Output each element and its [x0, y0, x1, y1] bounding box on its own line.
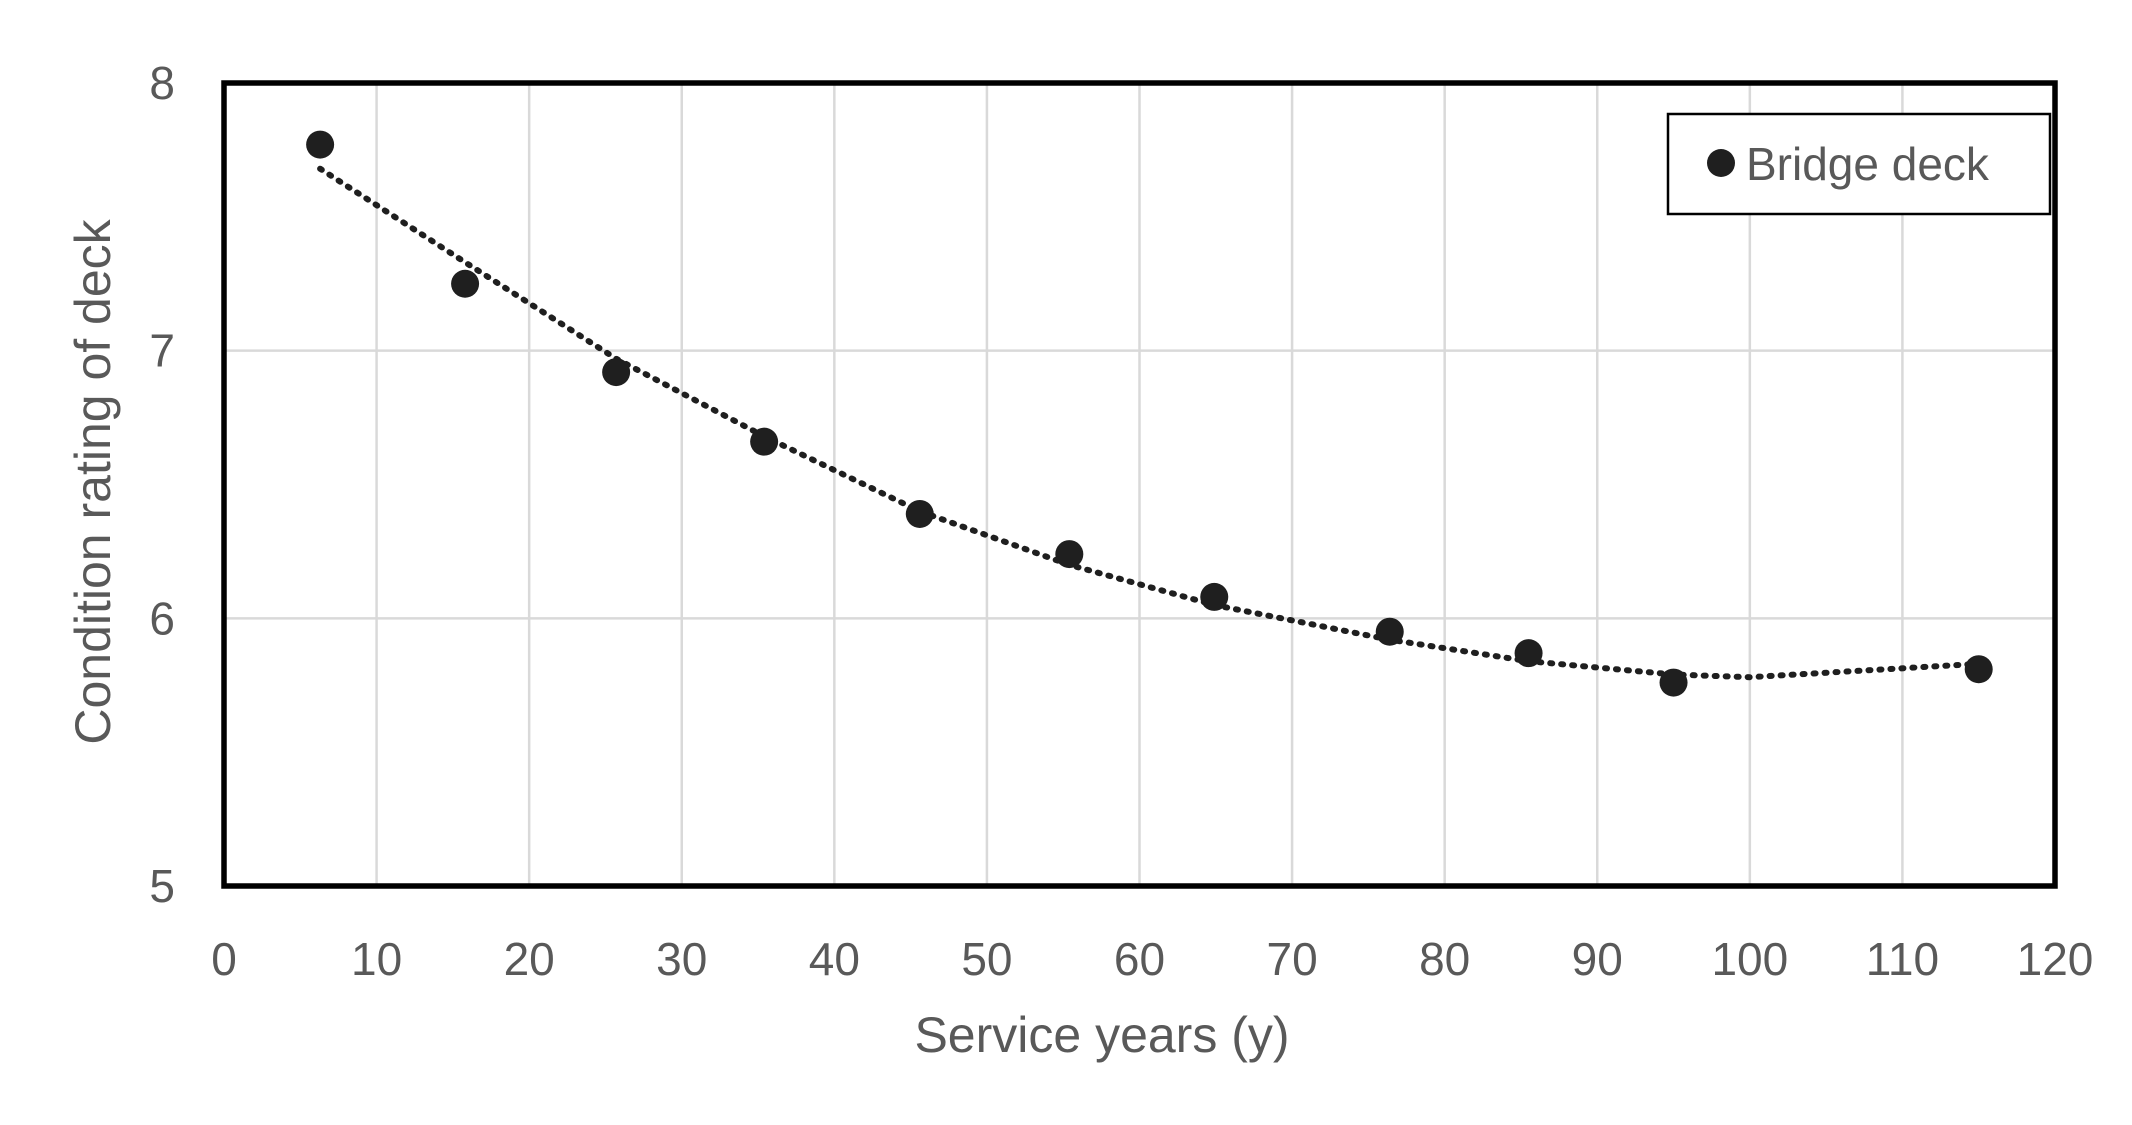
- x-axis-label: Service years (y): [914, 1007, 1289, 1063]
- x-tick-label: 90: [1572, 933, 1623, 985]
- data-point: [1055, 540, 1084, 569]
- x-tick-label: 80: [1419, 933, 1470, 985]
- frame-layer: [221, 80, 2058, 889]
- x-tick-label: 50: [961, 933, 1012, 985]
- data-point: [451, 269, 480, 298]
- point-layer: [306, 130, 1993, 697]
- data-point: [1514, 639, 1543, 668]
- x-tick-label: 10: [351, 933, 402, 985]
- y-axis-label: Condition rating of deck: [65, 218, 121, 744]
- x-tick-label: 120: [2017, 933, 2094, 985]
- data-point: [1200, 582, 1229, 611]
- x-tick-label: 100: [1711, 933, 1788, 985]
- data-point: [1375, 617, 1404, 646]
- plot-frame: [221, 80, 2058, 889]
- data-point: [306, 130, 335, 159]
- x-tick-label: 20: [504, 933, 555, 985]
- data-point: [602, 358, 631, 387]
- legend-marker: [1707, 149, 1735, 177]
- y-tick-label: 5: [149, 860, 175, 912]
- tick-layer: 0 10 20 30 40 50 60 70 80 90 100 110 120 5 6 7 8: [149, 57, 2093, 985]
- data-point: [1964, 655, 1993, 684]
- x-tick-label: 40: [809, 933, 860, 985]
- x-tick-label: 30: [656, 933, 707, 985]
- x-tick-label: 60: [1114, 933, 1165, 985]
- trend-layer: [317, 165, 1982, 681]
- y-tick-label: 6: [149, 592, 175, 644]
- label-layer: Service years (y) Condition rating of de…: [65, 218, 1290, 1063]
- grid-layer: [224, 83, 2055, 886]
- x-tick-label: 0: [211, 933, 237, 985]
- data-point: [1659, 668, 1688, 697]
- legend: Bridge deck: [1666, 112, 2052, 216]
- x-tick-label: 70: [1266, 933, 1317, 985]
- y-tick-label: 8: [149, 57, 175, 109]
- data-point: [750, 427, 779, 456]
- y-tick-label: 7: [149, 325, 175, 377]
- legend-label: Bridge deck: [1746, 138, 1990, 190]
- data-point: [905, 499, 934, 528]
- trendline: [317, 165, 1982, 681]
- x-tick-label: 110: [1866, 933, 1939, 985]
